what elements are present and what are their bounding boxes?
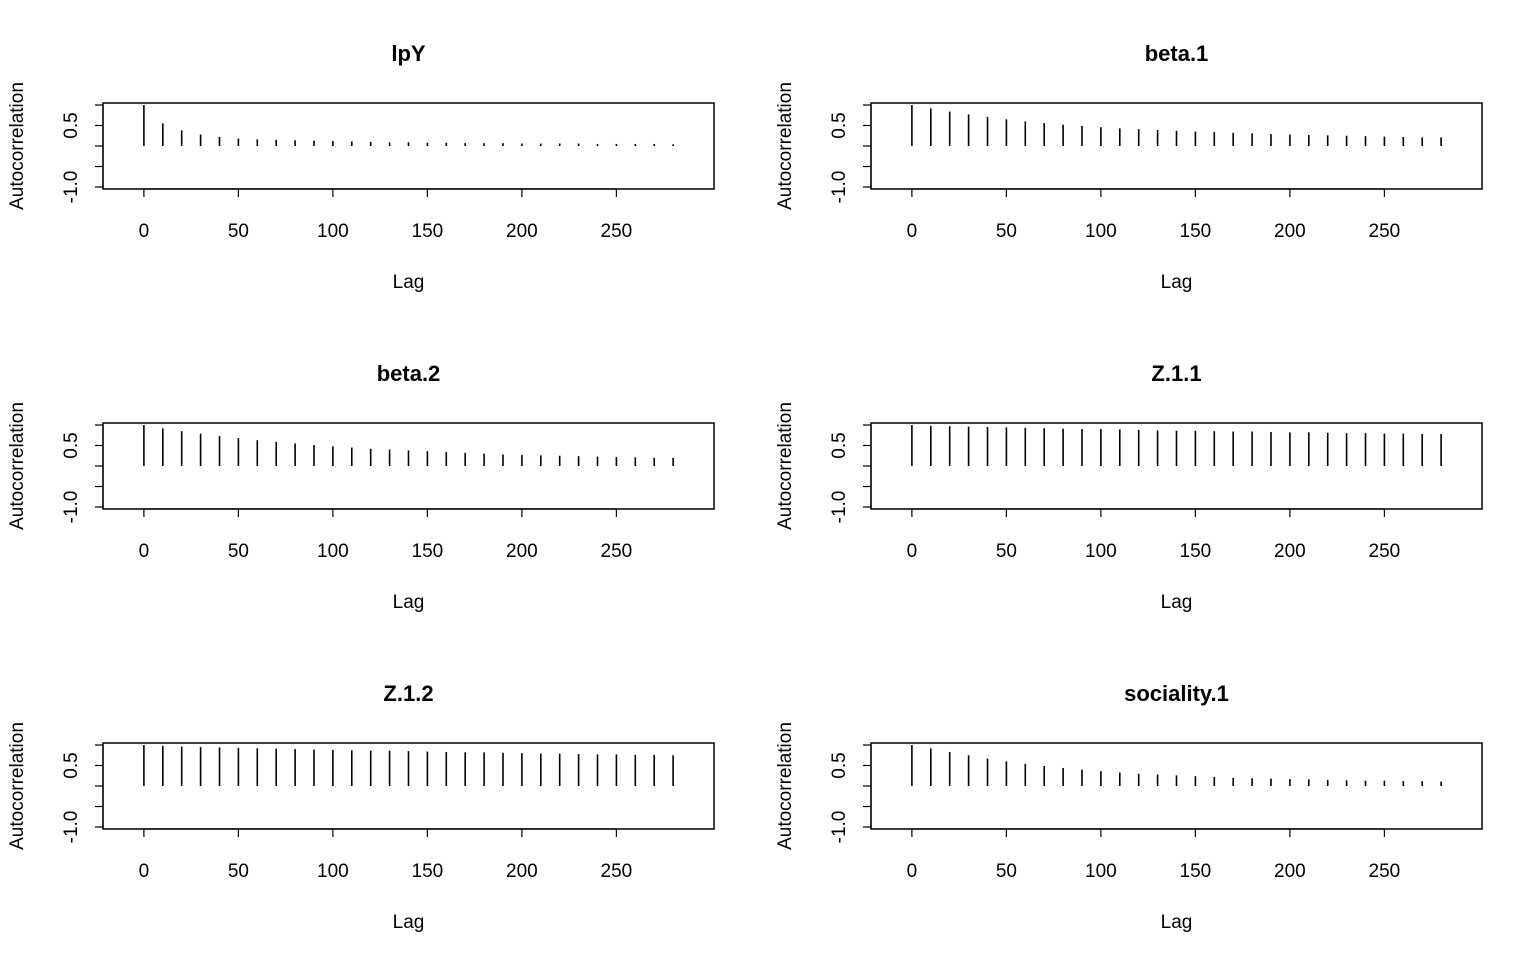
chart-title: beta.2 (377, 361, 441, 386)
y-tick-label: -1.0 (61, 171, 82, 204)
x-tick-label: 200 (1274, 221, 1306, 242)
chart-title: Z.1.2 (383, 681, 433, 706)
acf-panel-3: beta.2 0 50 100 150 200 250 Lag -1.0 0.5 Autocorre… (7, 361, 715, 613)
y-axis-label: Autocorrelation (775, 402, 796, 530)
y-axis-label: Autocorrelation (775, 722, 796, 850)
x-tick-label: 100 (317, 221, 349, 242)
x-tick-label: 0 (139, 861, 150, 882)
x-tick-label: 150 (412, 221, 444, 242)
x-tick-label: 100 (1085, 221, 1117, 242)
x-tick-label: 50 (228, 861, 249, 882)
x-tick-label: 250 (601, 221, 633, 242)
x-tick-label: 100 (317, 541, 349, 562)
x-tick-label: 0 (139, 541, 150, 562)
x-tick-label: 50 (996, 861, 1017, 882)
chart-title: lpY (391, 41, 426, 66)
x-axis-label: Lag (393, 592, 425, 613)
x-tick-label: 100 (1085, 541, 1117, 562)
y-tick-label: -1.0 (829, 491, 850, 524)
chart-title: sociality.1 (1124, 681, 1229, 706)
x-tick-label: 200 (506, 541, 538, 562)
x-tick-label: 150 (1180, 541, 1212, 562)
y-tick-label: -1.0 (829, 811, 850, 844)
x-tick-label: 150 (1180, 861, 1212, 882)
chart-title: Z.1.1 (1151, 361, 1201, 386)
y-axis-label: Autocorrelation (7, 82, 28, 210)
chart-title: beta.1 (1145, 41, 1209, 66)
y-tick-label: -1.0 (61, 491, 82, 524)
x-tick-label: 250 (1369, 541, 1401, 562)
x-axis-label: Lag (1161, 592, 1193, 613)
x-tick-label: 100 (1085, 861, 1117, 882)
y-axis-label: Autocorrelation (7, 402, 28, 530)
y-tick-label: 0.5 (829, 432, 850, 458)
x-tick-label: 250 (1369, 221, 1401, 242)
x-tick-label: 200 (506, 861, 538, 882)
x-axis-label: Lag (393, 272, 425, 293)
x-tick-label: 0 (907, 861, 918, 882)
x-tick-label: 50 (228, 541, 249, 562)
x-tick-label: 250 (1369, 861, 1401, 882)
x-tick-label: 250 (601, 861, 633, 882)
x-tick-label: 200 (1274, 541, 1306, 562)
y-tick-label: -1.0 (829, 171, 850, 204)
y-tick-label: 0.5 (829, 112, 850, 138)
acf-panel-5: Z.1.2 0 50 100 150 200 250 Lag -1.0 0.5 Autocorrel… (7, 681, 715, 933)
x-tick-label: 200 (506, 221, 538, 242)
x-axis-label: Lag (1161, 272, 1193, 293)
acf-panel-6: sociality.1 0 50 100 150 200 250 Lag -1.0 0.5 Auto… (775, 681, 1483, 933)
x-tick-label: 150 (412, 541, 444, 562)
x-tick-label: 50 (996, 541, 1017, 562)
x-axis-label: Lag (393, 912, 425, 933)
y-tick-label: -1.0 (61, 811, 82, 844)
x-tick-label: 0 (907, 221, 918, 242)
y-tick-label: 0.5 (829, 752, 850, 778)
acf-panel-4: Z.1.1 0 50 100 150 200 250 Lag -1.0 0.5 Autocorrel… (775, 361, 1483, 613)
y-tick-label: 0.5 (61, 112, 82, 138)
x-tick-label: 150 (1180, 221, 1212, 242)
acf-panel-2: beta.1 0 50 100 150 200 250 Lag -1.0 0.5 Autocorre… (775, 41, 1483, 293)
x-tick-label: 50 (996, 221, 1017, 242)
y-tick-label: 0.5 (61, 752, 82, 778)
x-tick-label: 200 (1274, 861, 1306, 882)
x-tick-label: 50 (228, 221, 249, 242)
x-tick-label: 150 (412, 861, 444, 882)
x-tick-label: 0 (907, 541, 918, 562)
x-axis-label: Lag (1161, 912, 1193, 933)
x-tick-label: 100 (317, 861, 349, 882)
y-tick-label: 0.5 (61, 432, 82, 458)
x-tick-label: 0 (139, 221, 150, 242)
y-axis-label: Autocorrelation (7, 722, 28, 850)
acf-panel-1: lpY 0 50 100 150 200 250 Lag -1.0 0.5 Autocorrelat… (7, 41, 715, 293)
x-tick-label: 250 (601, 541, 633, 562)
y-axis-label: Autocorrelation (775, 82, 796, 210)
